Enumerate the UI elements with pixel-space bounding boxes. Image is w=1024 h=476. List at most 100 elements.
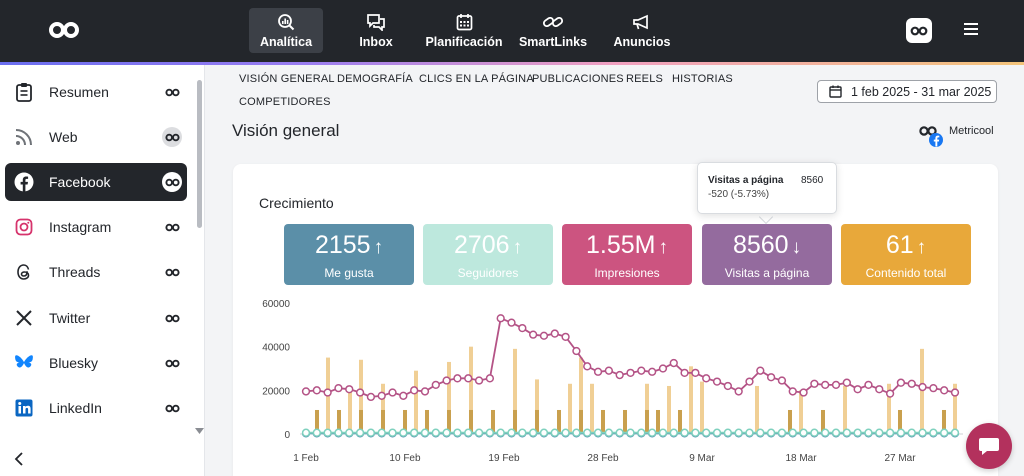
series-point-0 xyxy=(377,391,386,400)
nav-ads[interactable]: Anuncios xyxy=(613,8,671,53)
content-bar xyxy=(821,409,825,434)
trend-up-icon: ↑ xyxy=(512,237,523,258)
kpi-card-contenido-total[interactable]: 61 ↑ Contenido total xyxy=(841,224,971,285)
sidebar-item-facebook[interactable]: Facebook xyxy=(5,163,187,201)
series-point-0 xyxy=(810,379,819,388)
sidebar-item-twitter[interactable]: Twitter xyxy=(5,299,187,337)
content-bar xyxy=(898,409,902,434)
series-point-3 xyxy=(766,428,776,437)
rss-icon xyxy=(14,127,34,147)
nav-planning[interactable]: Planificación xyxy=(424,8,504,53)
tab-demografia[interactable]: DEMOGRAFÍA xyxy=(337,73,413,85)
x-tick-label: 28 Feb xyxy=(587,453,619,464)
nav-smartlinks-label: SmartLinks xyxy=(518,34,588,49)
series-point-3 xyxy=(561,428,570,437)
content-bar xyxy=(656,409,660,434)
nav-smartlinks[interactable]: SmartLinks xyxy=(518,8,588,53)
kpi-card-impresiones[interactable]: 1.55M ↑ Impresiones xyxy=(562,224,692,285)
tab-publicaciones[interactable]: PUBLICACIONES xyxy=(532,73,624,85)
series-point-3 xyxy=(355,428,365,437)
series-point-3 xyxy=(323,428,332,437)
series-point-0 xyxy=(474,376,484,385)
nav-inbox[interactable]: Inbox xyxy=(350,8,402,53)
user-avatar[interactable] xyxy=(906,18,932,43)
series-point-3 xyxy=(831,428,841,437)
kpi-card-seguidores[interactable]: 2706 ↑ Seguidores xyxy=(423,224,553,285)
series-point-0 xyxy=(561,332,570,341)
y-tick-label: 40000 xyxy=(262,343,290,354)
collapse-sidebar-icon[interactable] xyxy=(14,452,24,466)
series-point-0 xyxy=(777,376,787,385)
metricool-connected-icon xyxy=(162,308,182,328)
series-point-0 xyxy=(539,331,549,340)
y-tick-label: 20000 xyxy=(262,386,290,397)
tooltip-title: Visitas a página xyxy=(708,175,784,186)
sidebar-item-threads[interactable]: Threads xyxy=(5,253,187,291)
series-point-0 xyxy=(766,373,776,382)
chat-support-button[interactable] xyxy=(966,423,1012,469)
series-point-0 xyxy=(366,392,376,402)
page-title: Visión general xyxy=(232,121,340,140)
tab-competidores[interactable]: COMPETIDORES xyxy=(239,96,331,108)
series-point-3 xyxy=(929,428,938,437)
tooltip-value: 8560 xyxy=(801,175,824,186)
impressions-bar xyxy=(887,383,891,434)
metricool-connected-icon xyxy=(162,217,182,237)
series-point-0 xyxy=(410,386,419,395)
sidebar-item-web[interactable]: Web xyxy=(5,118,187,156)
sidebar-scrollbar[interactable] xyxy=(197,80,202,228)
x-tick-label: 1 Feb xyxy=(293,453,319,464)
series-point-3 xyxy=(734,428,743,437)
sidebar-item-bluesky[interactable]: Bluesky xyxy=(5,344,187,382)
x-icon xyxy=(14,308,34,328)
series-point-0 xyxy=(301,387,311,396)
series-point-0 xyxy=(864,380,873,390)
series-point-3 xyxy=(637,428,646,437)
kpi-card-visitas-a-página[interactable]: 8560 ↓ Visitas a página xyxy=(702,224,832,285)
kpi-label: Impresiones xyxy=(594,266,660,280)
series-point-0 xyxy=(853,385,862,394)
content-bar xyxy=(513,409,517,434)
date-range-picker[interactable]: 1 feb 2025 - 31 mar 2025 xyxy=(817,80,997,103)
inbox-icon xyxy=(367,13,385,31)
series-point-0 xyxy=(496,314,505,323)
sidebar-item-instagram[interactable]: Instagram xyxy=(5,208,187,246)
date-range-label: 1 feb 2025 - 31 mar 2025 xyxy=(851,84,992,99)
series-point-0 xyxy=(907,379,916,388)
content-bar xyxy=(601,409,605,434)
content-bar xyxy=(315,409,319,434)
series-point-0 xyxy=(756,366,765,375)
nav-inbox-label: Inbox xyxy=(359,34,393,49)
series-point-0 xyxy=(442,376,451,385)
sidebar-item-label: Twitter xyxy=(49,310,91,326)
menu-icon[interactable] xyxy=(964,23,978,35)
tab-historias[interactable]: HISTORIAS xyxy=(672,73,733,85)
growth-chart[interactable]: 0 20000 40000 60000 1 Feb 10 Feb 19 Feb 28 Feb 9… xyxy=(233,290,998,476)
content-bar xyxy=(469,409,473,434)
series-point-0 xyxy=(788,387,797,396)
scroll-down-icon[interactable] xyxy=(195,428,204,434)
series-point-3 xyxy=(474,428,484,437)
impressions-bar xyxy=(953,383,957,434)
sidebar-item-linkedin[interactable]: LinkedIn xyxy=(5,389,187,427)
tab-clics-pagina[interactable]: CLICS EN LA PÁGINA xyxy=(419,73,534,85)
trend-up-icon: ↑ xyxy=(373,237,384,258)
kpi-card-me-gusta[interactable]: 2155 ↑ Me gusta xyxy=(284,224,414,285)
series-point-3 xyxy=(712,428,722,437)
series-point-3 xyxy=(496,428,505,437)
metricool-logo-icon[interactable] xyxy=(48,20,80,40)
series-point-0 xyxy=(593,367,603,376)
series-point-0 xyxy=(875,385,884,394)
content-bar xyxy=(425,409,429,434)
series-point-3 xyxy=(810,428,819,437)
tab-vision-general[interactable]: VISIÓN GENERAL xyxy=(239,73,335,85)
series-point-0 xyxy=(918,382,927,392)
link-icon xyxy=(542,16,564,27)
sidebar-item-label: Instagram xyxy=(49,219,112,235)
impressions-bar xyxy=(568,383,572,434)
content-bar xyxy=(359,409,363,434)
tab-reels[interactable]: REELS xyxy=(626,73,664,85)
nav-analytics[interactable]: Analítica xyxy=(249,8,323,53)
series-point-3 xyxy=(885,428,895,437)
sidebar-item-resumen[interactable]: Resumen xyxy=(5,73,187,111)
